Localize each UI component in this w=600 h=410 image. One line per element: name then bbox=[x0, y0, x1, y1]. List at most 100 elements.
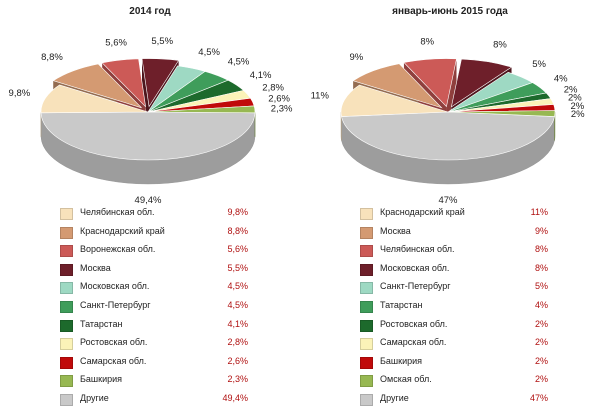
legend-item: Санкт-Петербург 5% bbox=[358, 279, 548, 298]
pie-value-label: 11% bbox=[311, 91, 330, 102]
legend-swatch bbox=[360, 264, 373, 276]
legend-label: Московская обл. bbox=[380, 263, 449, 273]
legend-label: Москва bbox=[380, 226, 411, 236]
pie-slices bbox=[41, 59, 255, 184]
legend-value: 11% bbox=[531, 207, 548, 217]
legend-swatch bbox=[60, 245, 73, 257]
legend-label: Самарская обл. bbox=[380, 337, 446, 347]
pie-value-label: 4,5% bbox=[228, 57, 250, 68]
legend-2014: Челябинская обл. 9,8% Краснодарский край 8,… bbox=[58, 205, 248, 410]
legend-item: Татарстан 4,1% bbox=[58, 317, 248, 336]
legend-swatch bbox=[360, 320, 373, 332]
legend-swatch bbox=[360, 282, 373, 294]
legend-item: Челябинская обл. 9,8% bbox=[58, 205, 248, 224]
legend-item: Самарская обл. 2% bbox=[358, 335, 548, 354]
legend-value: 2% bbox=[535, 319, 548, 329]
pie-value-label: 9,8% bbox=[9, 88, 31, 99]
legend-item: Москва 9% bbox=[358, 224, 548, 243]
legend-label: Санкт-Петербург bbox=[80, 300, 151, 310]
legend-swatch bbox=[60, 208, 73, 220]
legend-2015-h1: Краснодарский край 11% Москва 9% Челябинская… bbox=[358, 205, 548, 410]
legend-swatch bbox=[60, 227, 73, 239]
legend-value: 8% bbox=[535, 263, 548, 273]
legend-value: 4% bbox=[535, 300, 548, 310]
legend-item: Воронежская обл. 5,6% bbox=[58, 242, 248, 261]
legend-value: 2% bbox=[535, 356, 548, 366]
legend-value: 2,3% bbox=[227, 374, 248, 384]
legend-value: 4,5% bbox=[227, 281, 248, 291]
legend-swatch bbox=[60, 264, 73, 276]
pie-value-label: 4,1% bbox=[250, 70, 272, 81]
legend-item: Другие 49,4% bbox=[58, 391, 248, 410]
legend-value: 9% bbox=[535, 226, 548, 236]
legend-swatch bbox=[360, 301, 373, 313]
legend-item: Краснодарский край 8,8% bbox=[58, 224, 248, 243]
legend-item: Татарстан 4% bbox=[358, 298, 548, 317]
legend-value: 4,1% bbox=[227, 319, 248, 329]
chart-2014: 2014 год 49,4%9,8%8,8%5,6%5,5%4,5%4,5%4,… bbox=[0, 0, 300, 405]
legend-swatch bbox=[360, 208, 373, 220]
legend-value: 4,5% bbox=[227, 300, 248, 310]
legend-item: Санкт-Петербург 4,5% bbox=[58, 298, 248, 317]
pie-value-label: 5,5% bbox=[151, 36, 173, 47]
pie-value-label: 2,8% bbox=[262, 83, 284, 94]
legend-item: Башкирия 2% bbox=[358, 354, 548, 373]
legend-label: Московская обл. bbox=[80, 281, 149, 291]
legend-label: Челябинская обл. bbox=[380, 244, 455, 254]
legend-value: 2% bbox=[535, 337, 548, 347]
legend-swatch bbox=[60, 394, 73, 406]
legend-swatch bbox=[60, 282, 73, 294]
legend-label: Омская обл. bbox=[380, 374, 432, 384]
pie-slices bbox=[341, 59, 555, 184]
legend-label: Челябинская обл. bbox=[80, 207, 155, 217]
legend-value: 8,8% bbox=[227, 226, 248, 236]
legend-label: Санкт-Петербург bbox=[380, 281, 451, 291]
legend-item: Ростовская обл.2% bbox=[358, 317, 548, 336]
legend-label: Краснодарский край bbox=[380, 207, 465, 217]
legend-value: 5% bbox=[535, 281, 548, 291]
legend-label: Воронежская обл. bbox=[80, 244, 155, 254]
legend-label: Татарстан bbox=[80, 319, 122, 329]
legend-swatch bbox=[360, 375, 373, 387]
legend-swatch bbox=[360, 338, 373, 350]
legend-value: 2% bbox=[535, 374, 548, 384]
legend-swatch bbox=[360, 357, 373, 369]
pie-chart-2015-h1: 47%11%9%8%8%5%4%2%2%2%2% bbox=[300, 0, 600, 200]
legend-item: Самарская обл.2,6% bbox=[58, 354, 248, 373]
legend-label: Другие bbox=[380, 393, 409, 403]
legend-label: Другие bbox=[80, 393, 109, 403]
legend-label: Самарская обл. bbox=[80, 356, 146, 366]
legend-item: Ростовская обл. 2,8% bbox=[58, 335, 248, 354]
pie-value-label: 9% bbox=[349, 52, 363, 63]
pie-value-label: 4% bbox=[554, 73, 568, 84]
pie-value-label: 4,5% bbox=[198, 47, 220, 58]
legend-label: Ростовская обл. bbox=[80, 337, 147, 347]
legend-value: 9,8% bbox=[227, 207, 248, 217]
legend-item: Московская обл. 4,5% bbox=[58, 279, 248, 298]
legend-item: Москва 5,5% bbox=[58, 261, 248, 280]
legend-swatch bbox=[360, 394, 373, 406]
legend-swatch bbox=[360, 227, 373, 239]
legend-swatch bbox=[360, 245, 373, 257]
legend-value: 47% bbox=[530, 393, 548, 403]
legend-value: 8% bbox=[535, 244, 548, 254]
legend-item: Другие 47% bbox=[358, 391, 548, 410]
legend-value: 5,5% bbox=[227, 263, 248, 273]
legend-value: 49,4% bbox=[222, 393, 248, 403]
chart-2015-h1: январь-июнь 2015 года 47%11%9%8%8%5%4%2%… bbox=[300, 0, 600, 405]
legend-label: Татарстан bbox=[380, 300, 422, 310]
legend-label: Краснодарский край bbox=[80, 226, 165, 236]
legend-label: Башкирия bbox=[380, 356, 422, 366]
pie-value-label: 5% bbox=[532, 59, 546, 70]
legend-swatch bbox=[60, 301, 73, 313]
pie-value-label: 5,6% bbox=[105, 38, 127, 49]
legend-swatch bbox=[60, 357, 73, 369]
pie-value-label: 8% bbox=[493, 40, 507, 51]
legend-value: 2,8% bbox=[227, 337, 248, 347]
legend-item: Московская обл. 8% bbox=[358, 261, 548, 280]
legend-value: 5,6% bbox=[227, 244, 248, 254]
pie-value-label: 8,8% bbox=[41, 52, 63, 63]
pie-value-label: 2,3% bbox=[271, 103, 293, 114]
legend-label: Москва bbox=[80, 263, 111, 273]
